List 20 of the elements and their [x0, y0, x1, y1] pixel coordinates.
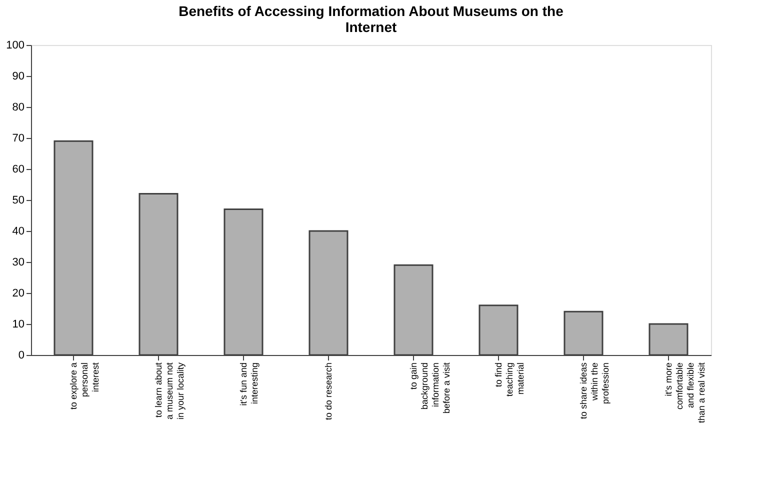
x-tick-label: to explore a personal interest: [68, 362, 100, 410]
y-tick-label: 70: [12, 132, 24, 144]
x-tick-label: to learn about a museum not in your locality: [154, 362, 186, 420]
y-tick-label: 20: [12, 288, 24, 300]
y-tick-label: 60: [12, 164, 24, 176]
y-tick-label: 0: [18, 350, 24, 362]
y-tick-label: 80: [12, 102, 24, 114]
x-tick-label: to find teaching material: [494, 362, 526, 397]
x-tick-label: it's fun and interesting: [238, 362, 260, 406]
y-tick-label: 10: [12, 318, 24, 330]
y-tick-label: 100: [6, 40, 24, 52]
y-tick-label: 90: [12, 70, 24, 82]
x-tick-label: to do research: [324, 362, 334, 420]
x-tick-label: to share ideas within the profession: [578, 362, 610, 420]
y-tick-label: 50: [12, 194, 24, 206]
y-tick-label: 30: [12, 256, 24, 268]
chart-title: Benefits of Accessing Information About Museums on the Internet: [178, 3, 564, 35]
x-tick-label: to gain background information before a visit: [408, 362, 452, 414]
y-tick-label: 40: [12, 226, 24, 238]
x-tick-label: it's more comfortable and flexible than a real visit: [664, 362, 706, 424]
